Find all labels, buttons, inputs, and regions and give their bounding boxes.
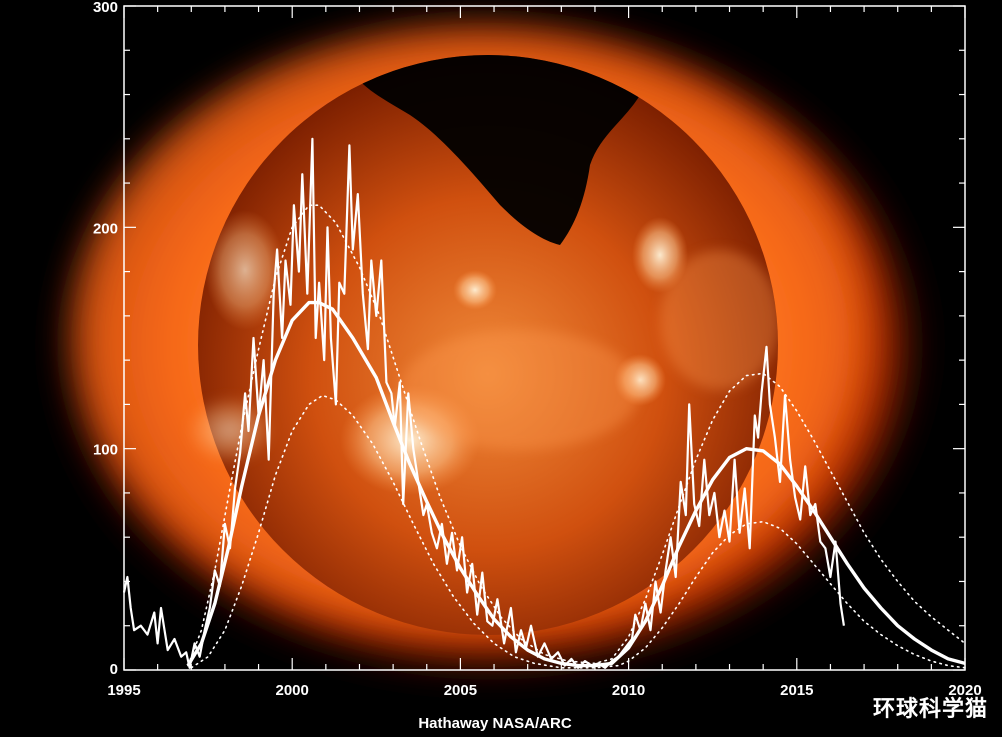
series-layer [122, 137, 966, 669]
y-tick-label: 100 [93, 442, 118, 459]
x-tick-label: 2015 [780, 682, 813, 699]
plot-frame [123, 5, 966, 671]
y-tick-label: 300 [93, 0, 118, 16]
series-monthly-line [122, 137, 845, 669]
series-upper-bound-line [187, 204, 966, 667]
x-axis-tick-labels: 1995 2000 2005 2010 2015 2020 [107, 682, 981, 699]
x-tick-label: 2020 [948, 682, 981, 699]
y-tick-label: 200 [93, 220, 118, 237]
x-tick-label: 2000 [276, 682, 309, 699]
y-tick-label: 0 [110, 661, 118, 678]
series-lower-bound-line [190, 394, 966, 669]
series-smoothed-prediction-line [186, 300, 966, 668]
watermark: 环球科学猫 [872, 697, 988, 722]
x-tick-label: 2005 [444, 682, 477, 699]
y-axis-tick-labels: 0 100 200 300 [93, 0, 118, 678]
plot-border [123, 5, 966, 671]
y-axis-ticks [124, 5, 965, 671]
x-tick-label: 2010 [612, 682, 645, 699]
credit-text: Hathaway NASA/ARC [418, 715, 572, 732]
x-axis-ticks [123, 6, 966, 670]
x-tick-label: 1995 [107, 682, 140, 699]
